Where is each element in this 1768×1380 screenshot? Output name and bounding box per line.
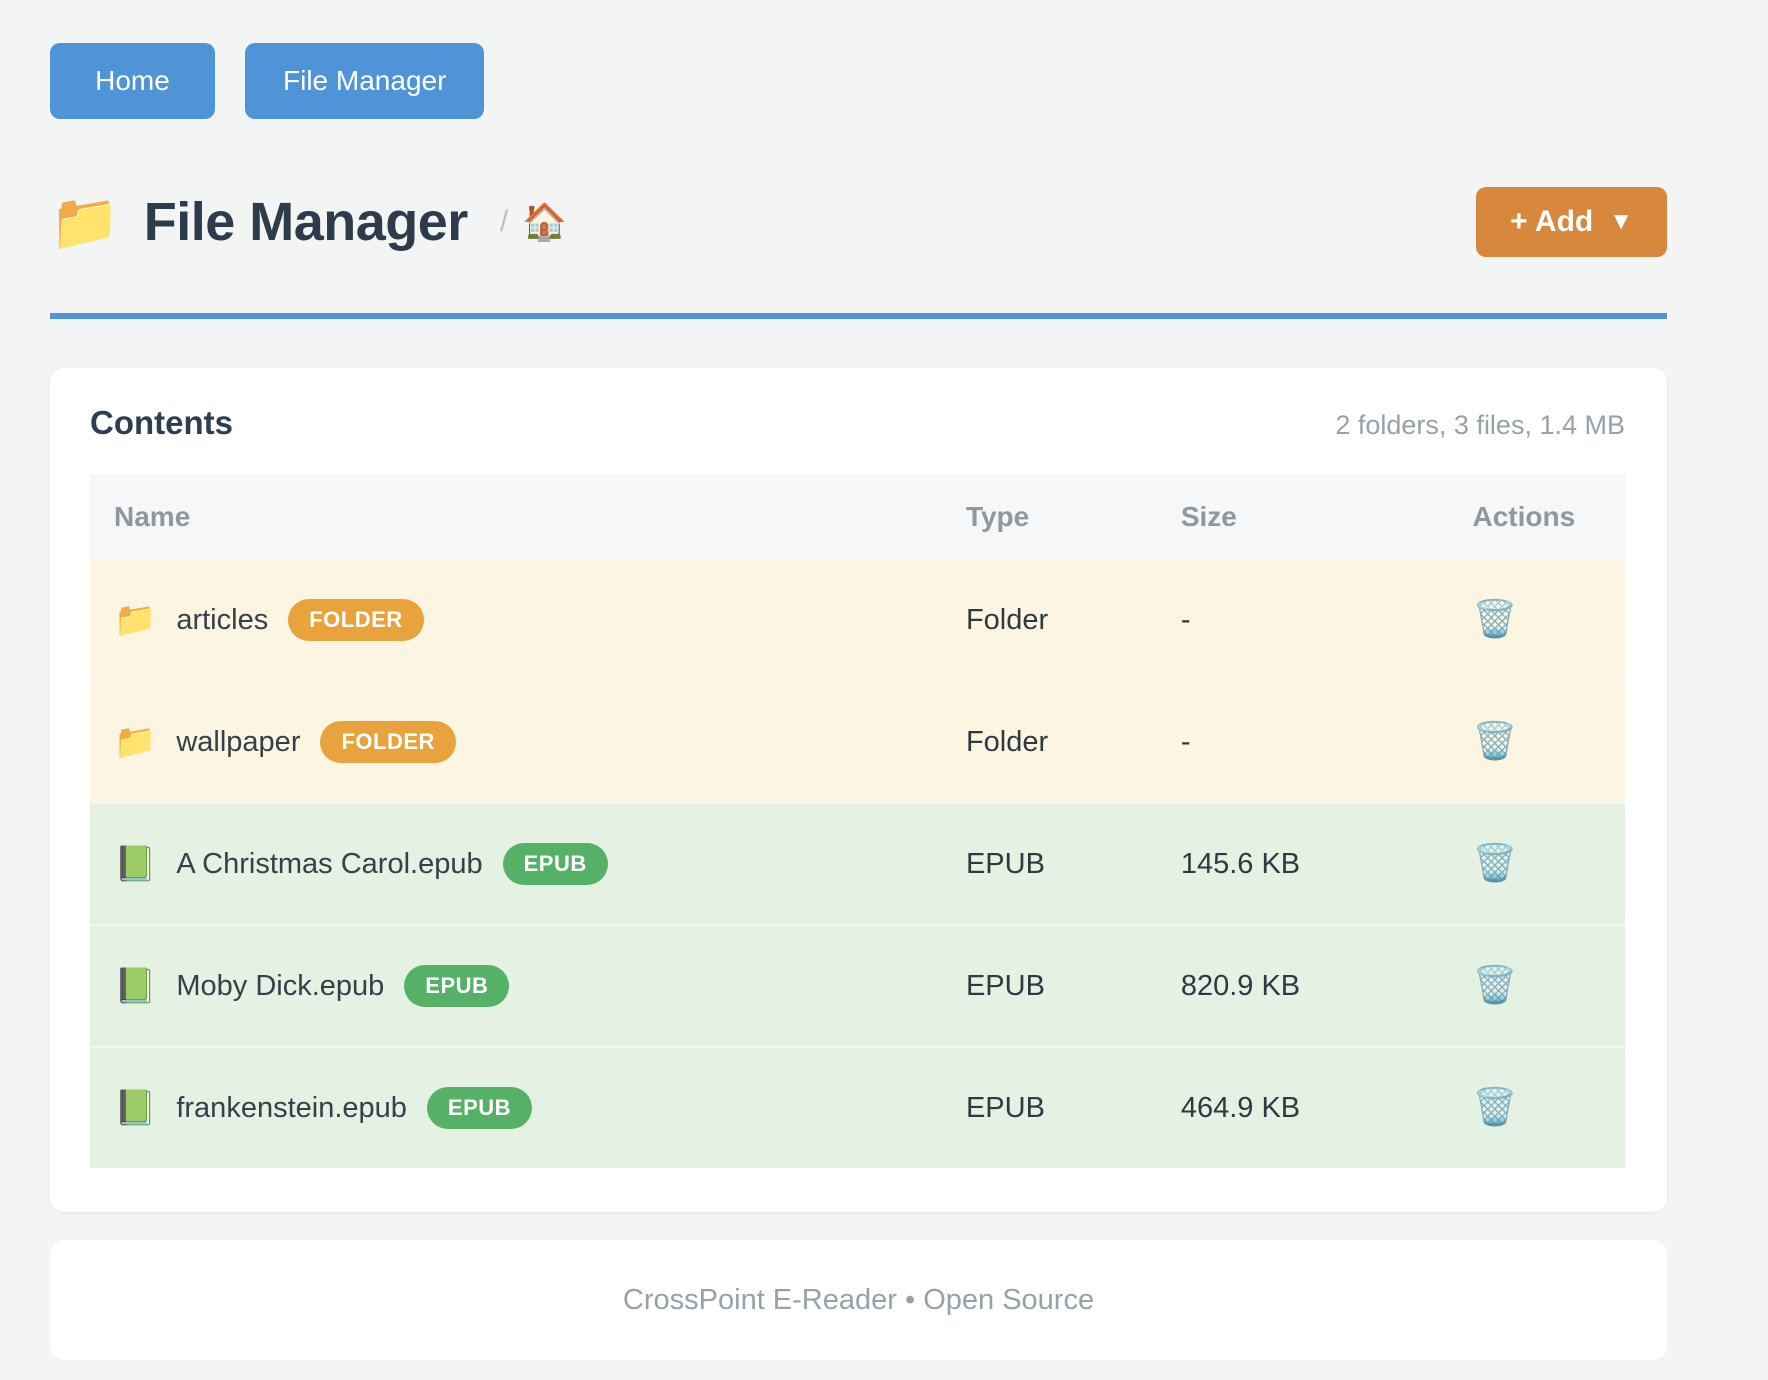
book-icon: 📗 <box>114 1089 157 1127</box>
file-name: Moby Dick.epub <box>176 969 385 1002</box>
size-cell: - <box>1156 680 1449 803</box>
type-cell: Folder <box>965 603 1049 636</box>
folder-icon: 📁 <box>114 601 157 639</box>
file-name: articles <box>176 603 269 636</box>
table-header-row: Name Type Size Actions <box>90 474 1625 560</box>
type-cell: Folder <box>941 680 1157 803</box>
type-badge: EPUB <box>426 1087 533 1129</box>
title-divider <box>50 313 1667 319</box>
file-name-link[interactable]: 📗 Moby Dick.epub EPUB <box>114 965 918 1007</box>
footer: CrossPoint E-Reader • Open Source <box>50 1240 1667 1360</box>
trash-icon: 🗑️ <box>1472 842 1518 883</box>
delete-button[interactable]: 🗑️ <box>1472 601 1517 637</box>
column-header-size: Size <box>1156 474 1449 560</box>
home-icon[interactable]: 🏠 <box>522 201 567 242</box>
file-name: A Christmas Carol.epub <box>176 847 483 880</box>
folder-icon: 📁 <box>50 190 120 253</box>
type-badge: EPUB <box>404 965 510 1007</box>
file-manager-nav-button[interactable]: File Manager <box>245 43 485 119</box>
contents-card-header: Contents 2 folders, 3 files, 1.4 MB <box>90 404 1625 442</box>
size-cell: 820.9 KB <box>1156 924 1449 1047</box>
delete-button[interactable]: 🗑️ <box>1472 845 1517 881</box>
trash-icon: 🗑️ <box>1472 598 1518 639</box>
add-button[interactable]: + Add ▼ <box>1476 187 1667 257</box>
page-title: File Manager <box>143 192 469 252</box>
table-row: 📗 Moby Dick.epub EPUB EPUB 820.9 KB 🗑️ <box>90 924 1625 1047</box>
page: Home File Manager 📁 File Manager / 🏠 + A… <box>50 0 1667 1360</box>
trash-icon: 🗑️ <box>1472 1086 1518 1127</box>
column-header-type: Type <box>941 474 1157 560</box>
type-badge: EPUB <box>502 843 608 885</box>
delete-button[interactable]: 🗑️ <box>1472 967 1517 1003</box>
folder-icon: 📁 <box>114 723 157 761</box>
table-row: 📁 articles FOLDER Folder - 🗑️ <box>90 560 1625 681</box>
home-nav-button[interactable]: Home <box>50 43 215 119</box>
file-name-link[interactable]: 📗 A Christmas Carol.epub EPUB <box>114 843 918 885</box>
file-name-link[interactable]: 📗 frankenstein.epub EPUB <box>114 1087 918 1129</box>
footer-text: CrossPoint E-Reader • Open Source <box>622 1283 1095 1316</box>
column-header-actions: Actions <box>1448 474 1625 560</box>
size-cell: - <box>1180 603 1191 636</box>
book-icon: 📗 <box>114 967 157 1005</box>
page-header: 📁 File Manager / 🏠 + Add ▼ <box>50 187 1667 257</box>
delete-button[interactable]: 🗑️ <box>1472 723 1517 759</box>
file-table: Name Type Size Actions 📁 articles FOLDER <box>90 474 1625 1168</box>
contents-heading: Contents <box>90 404 233 441</box>
file-name-link[interactable]: 📁 wallpaper FOLDER <box>114 721 918 763</box>
table-row: 📁 wallpaper FOLDER Folder - 🗑️ <box>90 680 1625 803</box>
size-cell: 464.9 KB <box>1156 1046 1449 1168</box>
type-badge: FOLDER <box>320 721 456 763</box>
contents-card: Contents 2 folders, 3 files, 1.4 MB Name… <box>50 368 1667 1212</box>
file-name-link[interactable]: 📁 articles FOLDER <box>114 599 918 641</box>
breadcrumb: / 🏠 <box>500 201 567 243</box>
delete-button[interactable]: 🗑️ <box>1472 1089 1517 1125</box>
file-name: wallpaper <box>176 725 301 758</box>
type-badge: FOLDER <box>288 599 424 641</box>
breadcrumb-separator: / <box>499 205 509 238</box>
trash-icon: 🗑️ <box>1472 964 1518 1005</box>
type-cell: EPUB <box>941 1046 1157 1168</box>
size-cell: 145.6 KB <box>1156 802 1449 925</box>
table-row: 📗 A Christmas Carol.epub EPUB EPUB 145.6… <box>90 802 1625 925</box>
top-nav: Home File Manager <box>50 43 1667 119</box>
type-cell: EPUB <box>941 924 1157 1047</box>
type-cell: EPUB <box>941 802 1157 925</box>
file-name: frankenstein.epub <box>176 1091 407 1124</box>
trash-icon: 🗑️ <box>1472 720 1518 761</box>
title-group: 📁 File Manager / 🏠 <box>50 189 567 255</box>
column-header-name: Name <box>90 474 942 560</box>
table-row: 📗 frankenstein.epub EPUB EPUB 464.9 KB 🗑… <box>90 1046 1625 1168</box>
book-icon: 📗 <box>114 845 157 883</box>
contents-summary: 2 folders, 3 files, 1.4 MB <box>1335 410 1625 440</box>
chevron-down-icon: ▼ <box>1609 208 1633 235</box>
add-button-label: + Add <box>1510 205 1594 238</box>
